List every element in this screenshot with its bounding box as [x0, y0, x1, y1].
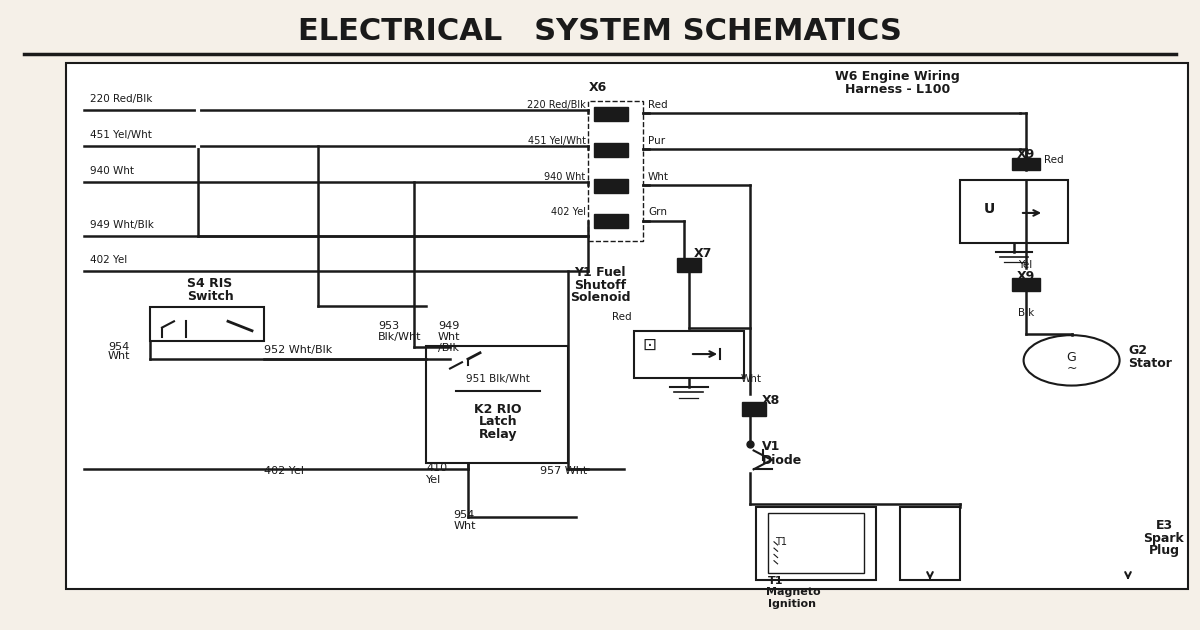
Text: Ignition: Ignition: [768, 598, 816, 609]
Text: Harness - L100: Harness - L100: [845, 83, 950, 96]
Text: Stator: Stator: [1128, 357, 1172, 370]
Text: Wht: Wht: [454, 521, 476, 531]
Text: G: G: [1067, 352, 1076, 364]
Bar: [1012, 278, 1040, 291]
Text: Diode: Diode: [762, 454, 803, 467]
Text: X6: X6: [588, 81, 607, 94]
Bar: [1012, 158, 1040, 170]
Text: S4 RIS: S4 RIS: [187, 277, 233, 290]
Text: 951 Blk/Wht: 951 Blk/Wht: [466, 374, 529, 384]
Text: Red: Red: [1044, 154, 1063, 164]
Bar: [588, 101, 643, 241]
Text: X9: X9: [1016, 147, 1036, 161]
Text: Wht: Wht: [108, 351, 131, 361]
Text: 954: 954: [454, 510, 475, 520]
Bar: [900, 507, 960, 580]
Text: V1: V1: [762, 440, 780, 454]
Text: 410: 410: [426, 463, 448, 473]
Bar: [742, 402, 766, 416]
Text: ~: ~: [1067, 362, 1076, 375]
Text: Yel: Yel: [426, 474, 442, 484]
Bar: [594, 143, 628, 157]
Text: Solenoid: Solenoid: [570, 291, 630, 304]
Text: X7: X7: [694, 247, 712, 260]
Text: 220 Red/Blk: 220 Red/Blk: [527, 100, 586, 110]
Bar: [677, 258, 701, 272]
Bar: [960, 180, 1068, 243]
Text: Red: Red: [648, 100, 667, 110]
Text: K2 RIO: K2 RIO: [474, 403, 522, 416]
Text: U: U: [984, 202, 995, 216]
Text: Plug: Plug: [1148, 544, 1180, 558]
Text: W6 Engine Wiring: W6 Engine Wiring: [835, 70, 960, 83]
Text: Grn: Grn: [648, 207, 667, 217]
Text: 451 Yel/Wht: 451 Yel/Wht: [90, 130, 152, 140]
Text: 220 Red/Blk: 220 Red/Blk: [90, 94, 152, 104]
Text: 953: 953: [378, 321, 400, 331]
Bar: [66, 63, 1188, 589]
Text: T1: T1: [768, 576, 784, 586]
Bar: [634, 331, 744, 378]
Text: Wht: Wht: [648, 172, 670, 182]
Text: E3: E3: [1156, 519, 1172, 532]
Text: 402 Yel: 402 Yel: [551, 207, 586, 217]
Bar: [594, 214, 628, 228]
Text: ⊡: ⊡: [642, 336, 656, 353]
Circle shape: [1024, 335, 1120, 386]
Text: Relay: Relay: [479, 428, 517, 441]
Text: 402 Yel: 402 Yel: [90, 255, 127, 265]
Text: T1: T1: [775, 537, 787, 547]
Text: /Blk: /Blk: [438, 343, 458, 353]
Text: Shutoff: Shutoff: [574, 278, 626, 292]
Bar: [594, 107, 628, 121]
Bar: [150, 307, 264, 341]
Text: X8: X8: [762, 394, 780, 408]
Text: Magneto: Magneto: [766, 587, 821, 597]
Text: X9: X9: [1016, 270, 1036, 284]
Text: Red: Red: [612, 312, 631, 322]
Text: Yel: Yel: [1018, 260, 1032, 270]
Bar: [756, 507, 876, 580]
Text: G2: G2: [1128, 344, 1147, 357]
Text: Pur: Pur: [648, 136, 665, 146]
Text: Switch: Switch: [187, 290, 233, 303]
Text: 940 Wht: 940 Wht: [545, 172, 586, 182]
Text: 957 Wht: 957 Wht: [540, 466, 587, 476]
Text: 949: 949: [438, 321, 460, 331]
Text: Latch: Latch: [479, 415, 517, 428]
Text: 954: 954: [108, 341, 130, 352]
Text: 402 Yel: 402 Yel: [264, 466, 304, 476]
Text: 940 Wht: 940 Wht: [90, 166, 134, 176]
Text: Blk/Wht: Blk/Wht: [378, 332, 421, 342]
Text: 952 Wht/Blk: 952 Wht/Blk: [264, 345, 332, 355]
Text: 949 Wht/Blk: 949 Wht/Blk: [90, 220, 154, 230]
Text: 451 Yel/Wht: 451 Yel/Wht: [528, 136, 586, 146]
Bar: [594, 179, 628, 193]
Text: ELECTRICAL   SYSTEM SCHEMATICS: ELECTRICAL SYSTEM SCHEMATICS: [298, 17, 902, 46]
Text: Spark: Spark: [1144, 532, 1184, 545]
Bar: [768, 513, 864, 573]
Text: Blk: Blk: [1018, 308, 1034, 318]
Text: Y1 Fuel: Y1 Fuel: [575, 266, 625, 279]
Bar: [426, 346, 568, 463]
Text: Wht: Wht: [438, 332, 461, 342]
Text: Wht: Wht: [740, 374, 762, 384]
